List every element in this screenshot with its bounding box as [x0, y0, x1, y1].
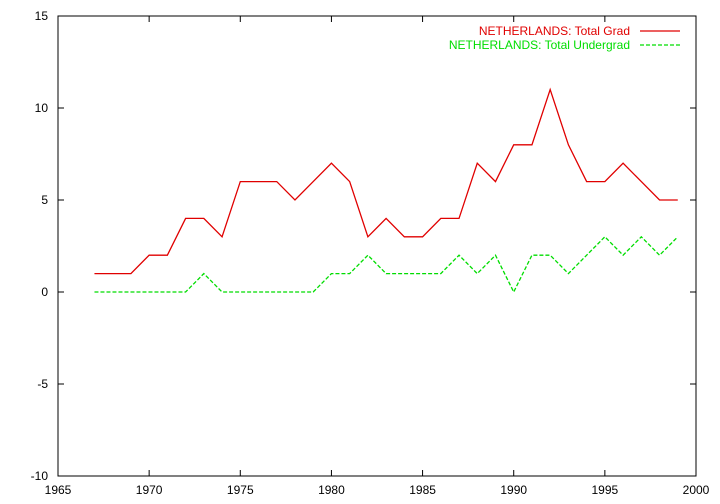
y-tick-label: 5 — [41, 193, 48, 207]
series-line-total-undergrad — [94, 235, 679, 294]
y-tick-label: -5 — [37, 377, 48, 391]
series-group — [94, 87, 679, 294]
legend-label: NETHERLANDS: Total Undergrad — [449, 38, 630, 52]
x-tick-label: 1995 — [592, 483, 619, 497]
series-line-total-grad — [94, 87, 678, 275]
x-tick-label: 1980 — [318, 483, 345, 497]
y-tick-label: 15 — [35, 9, 49, 23]
x-tick-label: 1990 — [500, 483, 527, 497]
x-tick-label: 1965 — [45, 483, 72, 497]
plot-frame — [57, 15, 697, 477]
x-tick-label: 1985 — [409, 483, 436, 497]
axis-ticks: 1965 1970 1975 1980 1985 1990 1995 2000 -10 -5 0 5 1… — [31, 9, 710, 497]
x-tick-label: 2000 — [683, 483, 710, 497]
legend-label: NETHERLANDS: Total Grad — [479, 24, 630, 38]
y-tick-label: 10 — [35, 101, 49, 115]
x-tick-label: 1970 — [136, 483, 163, 497]
x-tick-label: 1975 — [227, 483, 254, 497]
y-tick-label: -10 — [31, 469, 49, 483]
y-tick-label: 0 — [41, 285, 48, 299]
